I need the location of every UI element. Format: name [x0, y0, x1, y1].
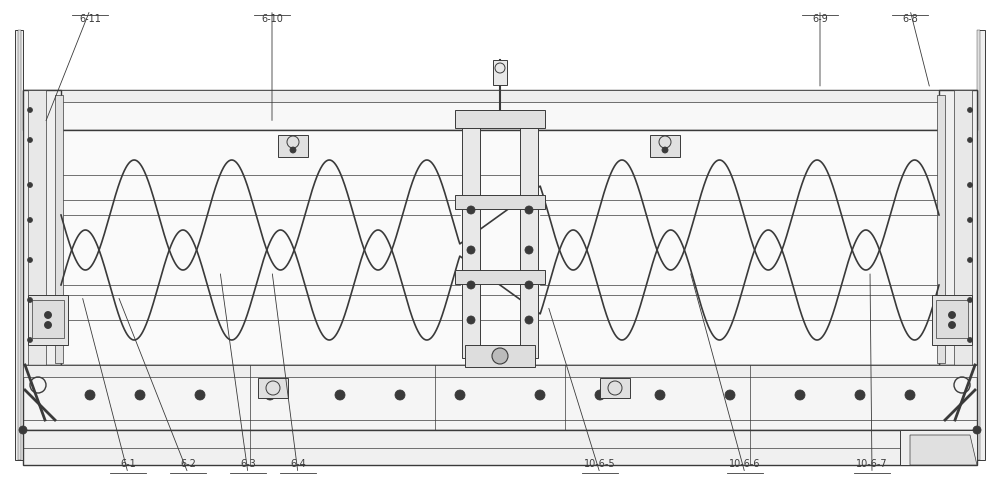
Bar [15, 30, 23, 460]
Bar [32, 300, 64, 338]
Circle shape [44, 312, 52, 318]
Circle shape [725, 390, 735, 400]
Bar [977, 30, 985, 460]
Circle shape [968, 217, 972, 222]
Circle shape [28, 182, 32, 187]
Circle shape [948, 312, 956, 318]
Circle shape [525, 316, 533, 324]
Circle shape [525, 246, 533, 254]
Polygon shape [910, 435, 977, 465]
Text: 6-2: 6-2 [180, 459, 196, 469]
Bar [937, 95, 945, 363]
Text: 6-8: 6-8 [902, 14, 918, 24]
Circle shape [44, 321, 52, 328]
Circle shape [968, 182, 972, 187]
Bar [567, 130, 977, 148]
Circle shape [655, 390, 665, 400]
Circle shape [28, 297, 32, 303]
Text: 10-6-7: 10-6-7 [856, 459, 888, 469]
Circle shape [467, 281, 475, 289]
Text: 6-3: 6-3 [240, 459, 256, 469]
Text: 6-10: 6-10 [261, 14, 283, 24]
Circle shape [968, 257, 972, 262]
Bar [465, 345, 535, 367]
Circle shape [28, 257, 32, 262]
Circle shape [195, 390, 205, 400]
Bar [650, 135, 680, 157]
Bar [23, 365, 977, 377]
Bar [23, 90, 61, 365]
Bar [520, 128, 538, 358]
Bar [28, 90, 46, 365]
Text: 10-6-5: 10-6-5 [584, 459, 616, 469]
Text: 10-6-6: 10-6-6 [729, 459, 761, 469]
Circle shape [19, 426, 27, 434]
Text: 6-1: 6-1 [120, 459, 136, 469]
Circle shape [467, 246, 475, 254]
Text: 6-4: 6-4 [290, 459, 306, 469]
Circle shape [662, 147, 668, 153]
Bar [936, 300, 968, 338]
Bar [55, 95, 63, 363]
Bar [455, 110, 545, 128]
Circle shape [948, 321, 956, 328]
Circle shape [455, 390, 465, 400]
Bar [18, 30, 21, 460]
Circle shape [968, 107, 972, 112]
Circle shape [335, 390, 345, 400]
Text: 6-11: 6-11 [79, 14, 101, 24]
Bar [954, 90, 972, 365]
Bar [600, 378, 630, 398]
Circle shape [973, 426, 981, 434]
Circle shape [395, 390, 405, 400]
Bar [900, 430, 977, 465]
Bar [23, 365, 977, 430]
Circle shape [28, 138, 32, 142]
Circle shape [265, 390, 275, 400]
Circle shape [492, 348, 508, 364]
Bar [23, 90, 977, 102]
Bar [23, 130, 433, 148]
Circle shape [535, 390, 545, 400]
Circle shape [85, 390, 95, 400]
Circle shape [28, 107, 32, 112]
Circle shape [525, 281, 533, 289]
Circle shape [467, 206, 475, 214]
Bar [455, 195, 545, 209]
Circle shape [290, 147, 296, 153]
Bar [28, 295, 68, 345]
Bar [23, 90, 977, 130]
Bar [278, 135, 308, 157]
Circle shape [968, 338, 972, 343]
Circle shape [905, 390, 915, 400]
Circle shape [525, 206, 533, 214]
Circle shape [28, 217, 32, 222]
Circle shape [855, 390, 865, 400]
Circle shape [595, 390, 605, 400]
Bar [455, 270, 545, 284]
Bar [23, 430, 977, 465]
Circle shape [135, 390, 145, 400]
Circle shape [968, 138, 972, 142]
Bar [258, 378, 288, 398]
Bar [462, 128, 480, 358]
Circle shape [28, 338, 32, 343]
Text: 6-9: 6-9 [812, 14, 828, 24]
Bar [61, 130, 939, 365]
Bar [977, 30, 980, 460]
Circle shape [968, 297, 972, 303]
Bar [939, 90, 977, 365]
Bar [493, 60, 507, 85]
Circle shape [467, 316, 475, 324]
Circle shape [795, 390, 805, 400]
Bar [932, 295, 972, 345]
